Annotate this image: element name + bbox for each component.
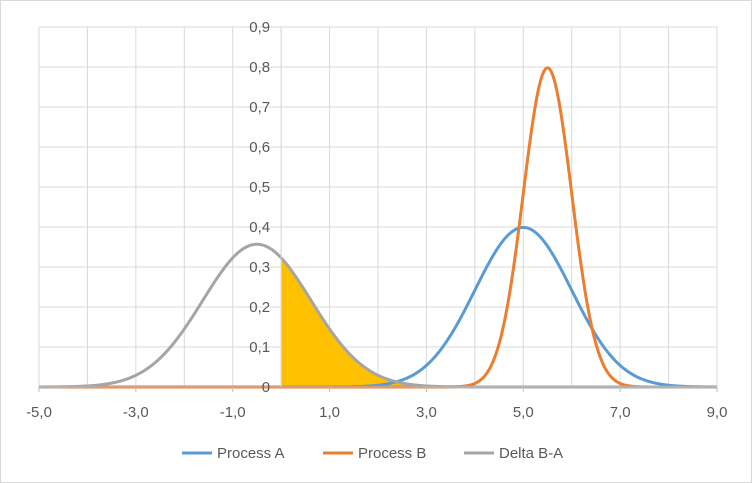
y-tick-label: 0,7 (249, 99, 270, 116)
x-tick-label: 3,0 (416, 404, 437, 421)
legend-label: Process B (358, 445, 426, 462)
y-tick-label: 0,8 (249, 59, 270, 76)
legend-label: Delta B-A (499, 445, 563, 462)
x-tick-label: -5,0 (26, 404, 52, 421)
x-tick-label: 5,0 (513, 404, 534, 421)
x-tick-label: -3,0 (123, 404, 149, 421)
y-tick-label: 0,6 (249, 139, 270, 156)
x-tick-label: 7,0 (610, 404, 631, 421)
y-tick-label: 0,5 (249, 179, 270, 196)
shaded-probability-area (281, 257, 717, 387)
y-tick-label: 0,3 (249, 259, 270, 276)
shaded-region-layer (281, 257, 717, 387)
gridlines (38, 26, 718, 387)
legend-label: Process A (217, 445, 285, 462)
x-tick-label: 9,0 (707, 404, 728, 421)
x-tick-label: -1,0 (220, 404, 246, 421)
legend: Process A Process B Delta B-A (182, 445, 563, 462)
y-tick-label: 0 (262, 379, 270, 396)
x-tick-label: 1,0 (319, 404, 340, 421)
y-tick-label: 0,1 (249, 339, 270, 356)
y-tick-label: 0,9 (249, 19, 270, 36)
y-tick-label: 0,2 (249, 299, 270, 316)
y-tick-label: 0,4 (249, 219, 270, 236)
axes: -5,0 -3,0 -1,0 1,0 3,0 5,0 7,0 9,0 0 0,1 0,2 0,3 0,4… (26, 19, 727, 421)
